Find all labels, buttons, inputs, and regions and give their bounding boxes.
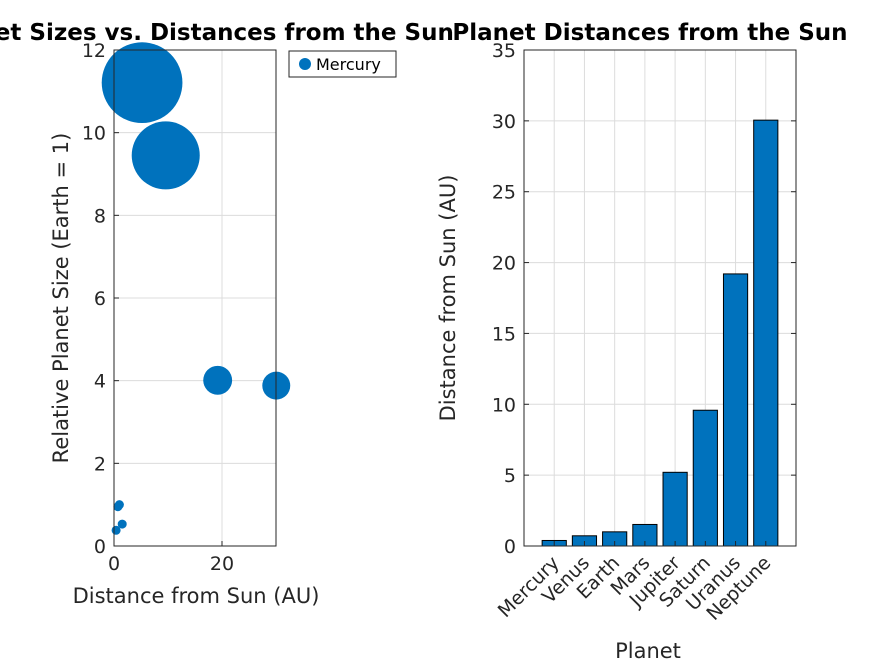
scatter-point — [114, 500, 124, 510]
scatter-point — [101, 42, 183, 124]
scatter-xtick-label: 20 — [210, 553, 234, 575]
scatter-tick-labels: 0 20 0 2 4 6 8 10 12 — [82, 40, 234, 575]
scatter-ytick-label: 12 — [82, 40, 106, 62]
bar-ytick-label: 25 — [492, 182, 516, 204]
scatter-ytick-label: 8 — [94, 205, 106, 227]
bar-ytick-label: 0 — [504, 536, 516, 558]
bar-ytick-label: 35 — [492, 40, 516, 62]
bar-ytick-label: 30 — [492, 111, 516, 133]
bar-saturn — [692, 409, 718, 547]
scatter-ytick-label: 0 — [94, 536, 106, 558]
legend-marker — [299, 58, 311, 70]
scatter-xlabel: Distance from Sun (AU) — [73, 584, 320, 608]
scatter-ylabel: Relative Planet Size (Earth = 1) — [49, 133, 73, 464]
scatter-point — [131, 121, 200, 190]
bar-ytick-label: 15 — [492, 323, 516, 345]
bar-frame — [523, 49, 797, 547]
bar-ytick-label: 5 — [504, 465, 516, 487]
scatter-title: Planet Sizes vs. Distances from the Sun — [0, 20, 454, 46]
legend-entry-mercury: Mercury — [316, 55, 381, 74]
bar-uranus — [722, 273, 749, 547]
bar-title: Planet Distances from the Sun — [452, 20, 847, 46]
scatter-ytick-label: 2 — [94, 453, 106, 475]
scatter-ytick-label: 4 — [94, 371, 106, 393]
scatter-axes: 0 20 0 2 4 6 8 10 12 Distance from Sun (AU) Rela… — [49, 40, 397, 608]
bar-ytick-label: 10 — [492, 394, 516, 416]
scatter-xtick-label: 0 — [108, 553, 120, 575]
scatter-legend: Mercury — [288, 50, 397, 78]
scatter-points — [101, 42, 291, 535]
scatter-ytick-label: 6 — [94, 288, 106, 310]
bar-ylabel: Distance from Sun (AU) — [436, 175, 460, 422]
bar-axes: 05101520253035MercuryVenusEarthMarsJupit… — [436, 40, 797, 660]
scatter-point — [203, 365, 233, 395]
scatter-ytick-label: 10 — [82, 123, 106, 145]
scatter-grid — [113, 49, 276, 547]
bar-jupiter — [662, 471, 688, 547]
bar-neptune — [753, 119, 779, 547]
bar-xlabel: Planet — [615, 639, 681, 660]
bar-ytick-label: 20 — [492, 253, 516, 275]
scatter-point — [117, 519, 127, 529]
